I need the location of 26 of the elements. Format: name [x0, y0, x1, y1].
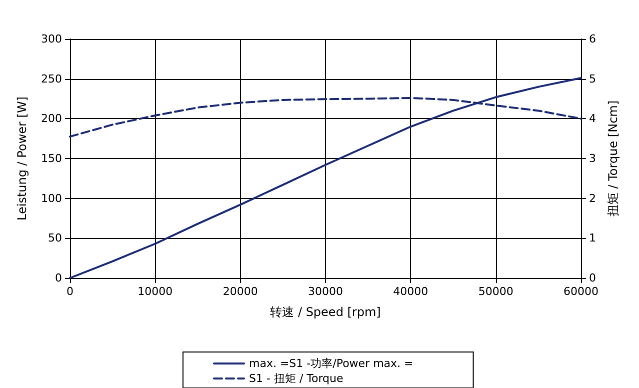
- y2-tick-label: 1: [589, 232, 596, 245]
- y-axis-title: Leistung / Power [W]: [15, 96, 29, 220]
- y-tick-label: 100: [41, 192, 62, 205]
- x-tick-label: 50000: [478, 285, 514, 298]
- y-tick-label: 150: [41, 152, 62, 165]
- y2-tick-label: 6: [589, 32, 596, 46]
- x-tick-label: 0: [66, 285, 74, 298]
- x-tick-label: 20000: [222, 285, 258, 298]
- legend-label: S1 - 扭矩 / Torque: [249, 372, 344, 385]
- x-tick-label: 60000: [564, 285, 598, 298]
- y2-axis-title: 扭矩 / Torque [Ncm]: [606, 100, 620, 217]
- x-tick-label: 40000: [393, 285, 428, 298]
- y-tick-label: 0: [55, 272, 62, 284]
- x-tick-label: 30000: [308, 285, 343, 298]
- x-axis-title: 转速 / Speed [rpm]: [270, 305, 381, 319]
- y2-tick-label: 4: [589, 112, 596, 126]
- y2-tick-label: 3: [589, 152, 596, 165]
- legend-label: max. =S1 -功率/Power max. =: [249, 357, 414, 370]
- y2-tick-label: 2: [589, 192, 596, 205]
- y-tick-label: 200: [41, 112, 62, 126]
- y-tick-label: 50: [48, 232, 62, 245]
- y-tick-label: 250: [41, 72, 62, 86]
- x-tick-label: 10000: [138, 285, 173, 298]
- y-tick-label: 300: [41, 32, 62, 46]
- y2-tick-label: 5: [589, 72, 596, 86]
- y2-tick-label: 0: [589, 272, 596, 284]
